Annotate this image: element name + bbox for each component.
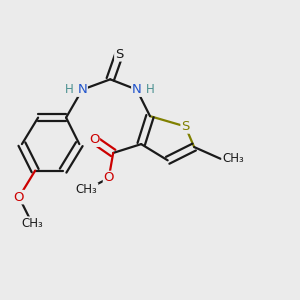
Text: S: S [115, 48, 123, 61]
Text: CH₃: CH₃ [222, 152, 244, 165]
Text: N: N [77, 83, 87, 96]
Text: H: H [146, 83, 154, 96]
Text: S: S [181, 120, 190, 133]
Text: N: N [132, 83, 142, 96]
Text: O: O [89, 133, 99, 146]
Text: CH₃: CH₃ [21, 217, 43, 230]
Text: O: O [14, 190, 24, 204]
Text: O: O [103, 172, 114, 184]
Text: H: H [65, 83, 74, 96]
Text: CH₃: CH₃ [76, 183, 98, 196]
